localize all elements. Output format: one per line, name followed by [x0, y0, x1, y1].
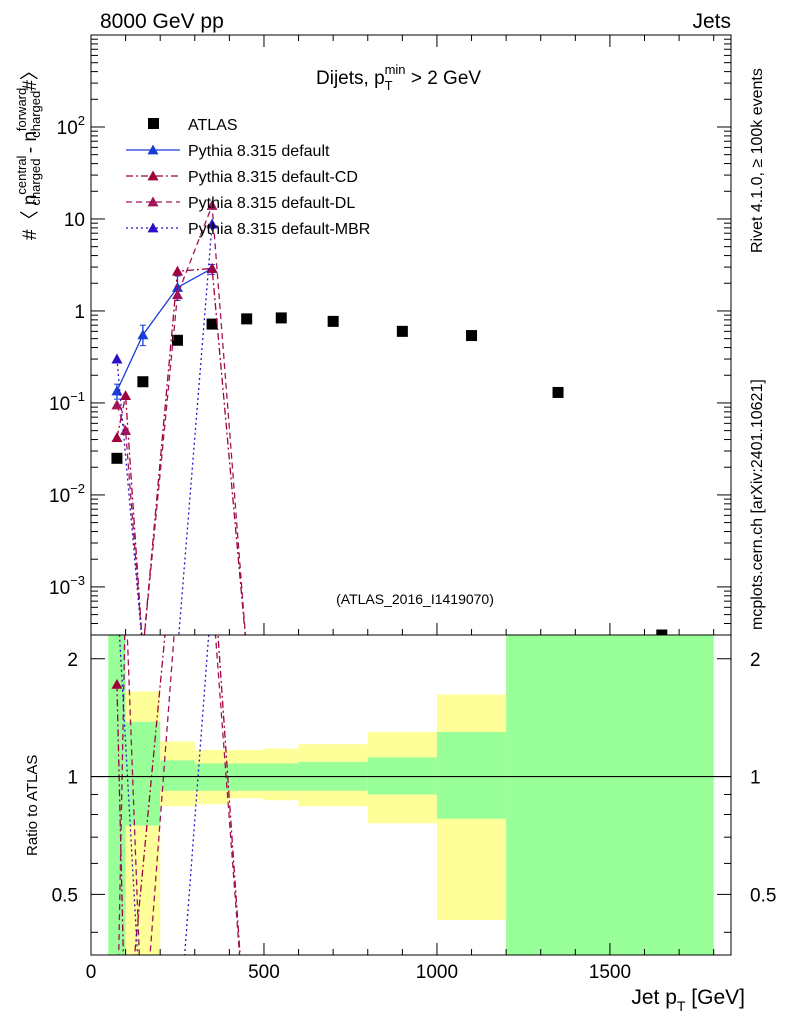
series-line-mbr	[116, 224, 213, 635]
data-point	[552, 386, 564, 398]
ratio-marker-cd	[111, 678, 123, 689]
y-tick-label-main: 102	[57, 113, 85, 139]
ratio-bands	[108, 635, 714, 955]
x-axis-label: Jet pT [GeV]	[631, 986, 745, 1014]
analysis-id: (ATLAS_2016_I1419070)	[336, 591, 494, 607]
data-point	[275, 312, 287, 324]
mcplots-label: mcplots.cern.ch [arXiv:2401.10621]	[749, 379, 766, 630]
legend-marker-default	[147, 144, 159, 155]
plot-title: Dijets, pTmin > 2 GeV	[316, 62, 481, 93]
ratio-line-mbr	[118, 635, 210, 955]
ratio-plot-layer	[111, 635, 241, 955]
y-tick-label-main: 10−3	[49, 573, 85, 599]
band-green	[367, 757, 437, 795]
data-point	[111, 452, 123, 464]
series-marker-mbr	[111, 353, 123, 364]
series-marker-mbr	[206, 218, 218, 229]
x-tick-label: 1500	[589, 962, 631, 983]
y-tick-label-ratio: 0.5	[52, 885, 78, 906]
legend-label: Pythia 8.315 default-MBR	[188, 221, 370, 238]
data-point	[466, 330, 478, 342]
series-marker-cd	[111, 432, 123, 442]
y-tick-label-main: 10−1	[49, 389, 85, 415]
series-marker-dl	[120, 425, 132, 436]
series-marker-cd	[206, 262, 218, 273]
y-tick-label-ratio: 2	[67, 650, 78, 671]
x-tick-label: 500	[248, 962, 280, 983]
band-green	[125, 721, 161, 826]
axes-layer: 0 500 1000 1500 102 10 1 10−1 10−2 10−3 0.5 0.5 1 1 2 2	[49, 34, 776, 983]
data-point	[137, 376, 149, 388]
data-point	[171, 334, 183, 346]
legend-marker-mbr	[147, 222, 159, 233]
header-right: Jets	[692, 10, 731, 33]
series-marker-dl	[111, 399, 123, 410]
y-tick-label-ratio-right: 2	[750, 650, 761, 671]
legend-marker-cd	[147, 170, 159, 181]
y-axis-label-ratio: Ratio to ATLAS	[24, 755, 41, 856]
x-tick-label: 1000	[416, 962, 458, 983]
y-tick-label-main: 10−2	[49, 481, 85, 507]
series-marker-dl	[171, 289, 183, 300]
main-clip-group	[111, 200, 668, 635]
y-tick-label-ratio-right: 0.5	[750, 885, 776, 906]
band-green	[506, 635, 714, 955]
series-marker-dl	[206, 200, 218, 210]
y-axis-label-main: #〈 ncentralcharged - nforwardcharged#〉	[14, 61, 43, 240]
legend-label: Pythia 8.315 default-DL	[188, 195, 355, 212]
series-marker-cd	[120, 390, 132, 401]
data-point	[327, 315, 339, 327]
legend-label: ATLAS	[188, 117, 238, 134]
series-line-cd	[116, 267, 246, 635]
legend-marker-data	[148, 118, 159, 129]
svg-text:#〈 ncentralcharged - nforwardc: #〈 ncentralcharged - nforwardcharged#〉	[14, 61, 43, 240]
rivet-label: Rivet 4.1.0, ≥ 100k events	[749, 68, 766, 253]
y-tick-label-main: 1	[74, 302, 85, 323]
main-plot-layer	[111, 200, 668, 635]
data-point	[241, 313, 253, 325]
y-tick-label-ratio-right: 1	[750, 768, 761, 789]
band-green	[436, 731, 507, 819]
y-tick-label-ratio: 1	[67, 768, 78, 789]
x-tick-label: 0	[86, 962, 97, 983]
ratio-line-cd	[116, 635, 241, 955]
series-marker-default	[111, 385, 123, 396]
series-marker-cd	[171, 265, 183, 276]
data-point	[396, 325, 408, 337]
band-green	[160, 760, 195, 791]
legend: ATLAS Pythia 8.315 default Pythia 8.315 de…	[126, 117, 370, 238]
ratio-frame	[90, 634, 732, 956]
legend-label: Pythia 8.315 default-CD	[188, 169, 358, 186]
legend-marker-dl	[147, 196, 159, 207]
ratio-clip-group	[111, 635, 241, 955]
series-line-dl	[116, 205, 247, 635]
y-tick-label-main: 10	[64, 210, 85, 231]
series-line-default	[116, 267, 213, 392]
header-left: 8000 GeV pp	[100, 10, 224, 33]
data-point	[206, 318, 218, 330]
legend-label: Pythia 8.315 default	[188, 143, 330, 160]
data-point	[656, 629, 668, 635]
series-marker-default	[137, 329, 149, 340]
main-frame	[90, 34, 732, 636]
ratio-line-dl	[118, 635, 241, 955]
